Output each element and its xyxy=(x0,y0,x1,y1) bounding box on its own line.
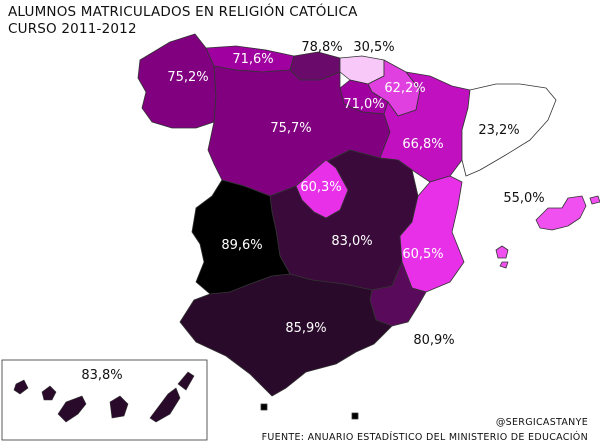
region-cataluna[interactable] xyxy=(461,83,557,177)
region-baleares-menorca[interactable] xyxy=(589,195,600,205)
label-navarra: 62,2% xyxy=(384,81,425,96)
label-cataluna: 23,2% xyxy=(478,123,519,138)
map-subtitle: CURSO 2011-2012 xyxy=(8,21,137,37)
label-aragon: 66,8% xyxy=(402,137,443,152)
ceuta-marker xyxy=(260,403,268,411)
canarias-islands[interactable] xyxy=(13,371,195,423)
label-baleares: 55,0% xyxy=(503,191,544,206)
melilla-marker xyxy=(351,412,359,420)
region-baleares[interactable] xyxy=(535,195,587,231)
region-baleares-ibiza[interactable] xyxy=(495,245,509,259)
label-galicia: 75,2% xyxy=(167,70,208,85)
source-note: FUENTE: ANUARIO ESTADÍSTICO DEL MINISTER… xyxy=(261,432,588,443)
label-asturias: 71,6% xyxy=(232,52,273,67)
label-comunidad-valenciana: 60,5% xyxy=(402,247,443,262)
region-andalucia[interactable] xyxy=(179,273,393,397)
canarias-inset-frame xyxy=(1,359,208,441)
label-pais-vasco: 30,5% xyxy=(353,40,394,55)
label-castilla-y-leon: 75,7% xyxy=(270,121,311,136)
label-cantabria: 78,8% xyxy=(301,40,342,55)
label-andalucia: 85,9% xyxy=(285,321,326,336)
region-comunidad-valenciana[interactable] xyxy=(399,175,465,293)
region-galicia[interactable] xyxy=(137,33,217,129)
label-murcia: 80,9% xyxy=(413,333,454,348)
author-credit: @SERGICASTANYE xyxy=(495,417,588,428)
label-canarias: 83,8% xyxy=(81,368,122,383)
label-madrid: 60,3% xyxy=(300,180,341,195)
region-madrid[interactable] xyxy=(295,159,349,219)
label-la-rioja: 71,0% xyxy=(343,97,384,112)
region-baleares-formentera[interactable] xyxy=(499,261,509,269)
label-castilla-la-mancha: 83,0% xyxy=(331,234,372,249)
label-extremadura: 89,6% xyxy=(221,238,262,253)
map-title: ALUMNOS MATRICULADOS EN RELIGIÓN CATÓLIC… xyxy=(8,4,358,20)
